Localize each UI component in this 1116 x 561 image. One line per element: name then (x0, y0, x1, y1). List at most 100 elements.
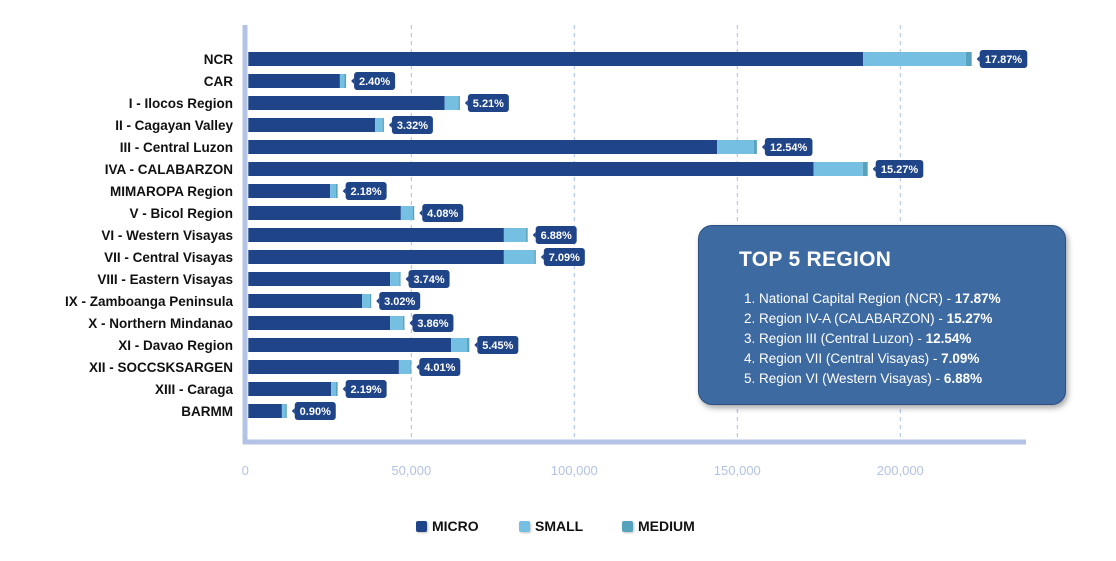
data-label-pointer (532, 232, 536, 238)
bar-micro (248, 338, 452, 352)
bar-small (390, 272, 400, 286)
bar-micro (248, 228, 504, 242)
bar-micro (248, 316, 391, 330)
legend-label: MEDIUM (638, 518, 695, 534)
data-label-pointer (474, 342, 478, 348)
region-name: Region III (Central Luzon) - (759, 331, 926, 346)
region-name: Region VII (Central Visayas) - (759, 351, 942, 366)
bar-micro (248, 206, 401, 220)
data-label: 7.09% (549, 252, 580, 264)
data-label-pointer (419, 210, 423, 216)
data-label: 3.32% (397, 120, 428, 132)
data-label-pointer (388, 122, 392, 128)
data-label-bg (422, 204, 464, 222)
bar-micro (248, 140, 718, 154)
bar-micro (248, 250, 504, 264)
data-label: 5.45% (482, 340, 513, 352)
rank: 1. (744, 291, 756, 306)
region-pct: 17.87% (954, 291, 1001, 306)
category-label: IX - Zamboanga Peninsula (65, 294, 234, 309)
medium-swatch (622, 520, 633, 532)
bar-micro (248, 162, 814, 176)
data-label-bg (345, 182, 387, 200)
bar-micro (248, 184, 331, 198)
x-tick-label: 50,000 (391, 463, 431, 478)
x-tick-label: 200,000 (877, 463, 924, 478)
bar-small (362, 294, 370, 308)
data-label-pointer (416, 364, 420, 370)
legend: MICRO SMALL MEDIUM (0, 518, 1116, 538)
bar-medium (965, 52, 972, 66)
data-label-bg (412, 314, 454, 332)
bar-micro (248, 294, 363, 308)
top5-item: 1. National Capital Region (NCR) - 17.87… (744, 289, 1001, 309)
data-label: 4.08% (427, 208, 458, 220)
bar-small (400, 206, 413, 220)
top5-item: 2. Region IV-A (CALABARZON) - 15.27% (744, 309, 1001, 329)
data-label-pointer (976, 56, 980, 62)
rank: 4. (744, 351, 756, 366)
bar-small (863, 52, 966, 66)
bar-small (331, 382, 336, 396)
data-label: 3.86% (417, 318, 448, 330)
region-pct: 7.09% (941, 351, 980, 366)
data-label-bg (345, 380, 387, 398)
top5-item: 4. Region VII (Central Visayas) - 7.09% (744, 349, 1001, 369)
data-label: 3.74% (413, 274, 444, 286)
data-label-pointer (351, 78, 355, 84)
bar-small (330, 184, 336, 198)
bar-micro (248, 74, 340, 88)
legend-item-micro[interactable]: MICRO (416, 518, 479, 534)
data-label-bg (535, 226, 577, 244)
data-label-bg (379, 292, 421, 310)
region-name: Region VI (Western Visayas) - (759, 371, 944, 386)
data-label-bg (408, 270, 450, 288)
data-label-pointer (342, 188, 346, 194)
bar-small (503, 250, 535, 264)
legend-item-small[interactable]: SMALL (519, 518, 583, 534)
legend-item-medium[interactable]: MEDIUM (622, 518, 695, 534)
bar-micro (248, 360, 399, 374)
category-label: VII - Central Visayas (104, 250, 233, 265)
bar-medium (399, 272, 401, 286)
x-tick-label: 0 (242, 463, 249, 478)
bar-small (390, 316, 403, 330)
category-label: XII - SOCCSKSARGEN (89, 360, 233, 375)
data-label-bg (419, 358, 461, 376)
bar-small (503, 228, 527, 242)
category-label: XIII - Caraga (155, 382, 234, 397)
top5-item: 3. Region III (Central Luzon) - 12.54% (744, 329, 1001, 349)
bar-micro (248, 404, 282, 418)
data-label: 12.54% (770, 142, 808, 154)
bar-small (717, 140, 754, 154)
region-pct: 15.27% (946, 311, 993, 326)
rank: 2. (744, 311, 756, 326)
rank: 3. (744, 331, 756, 346)
x-tick-label: 150,000 (714, 463, 761, 478)
data-label-pointer (342, 386, 346, 392)
region-pct: 12.54% (925, 331, 972, 346)
data-label: 2.40% (359, 76, 390, 88)
data-label-bg (294, 402, 336, 420)
category-label: I - Ilocos Region (129, 96, 233, 111)
region-pct: 6.88% (943, 371, 983, 386)
region-name: Region IV-A (CALABARZON) - (759, 311, 947, 326)
data-label: 2.18% (351, 186, 382, 198)
category-label: BARMM (181, 404, 233, 419)
bar-small (451, 338, 468, 352)
data-label: 4.01% (424, 362, 455, 374)
category-label: II - Cagayan Valley (115, 118, 233, 133)
data-label-bg (391, 116, 433, 134)
top5-list: 1. National Capital Region (NCR) - 17.87… (744, 289, 1001, 389)
data-label-bg (543, 248, 585, 266)
category-label: V - Bicol Region (129, 206, 233, 221)
bar-medium (526, 228, 528, 242)
bar-medium (862, 162, 868, 176)
data-label-bg (354, 72, 396, 90)
bar-small (375, 118, 383, 132)
region-name: National Capital Region (NCR) - (759, 291, 955, 306)
category-label: XI - Davao Region (118, 338, 233, 353)
top5-title: TOP 5 REGION (739, 248, 892, 271)
bar-small (339, 74, 345, 88)
bar-medium (335, 382, 338, 396)
